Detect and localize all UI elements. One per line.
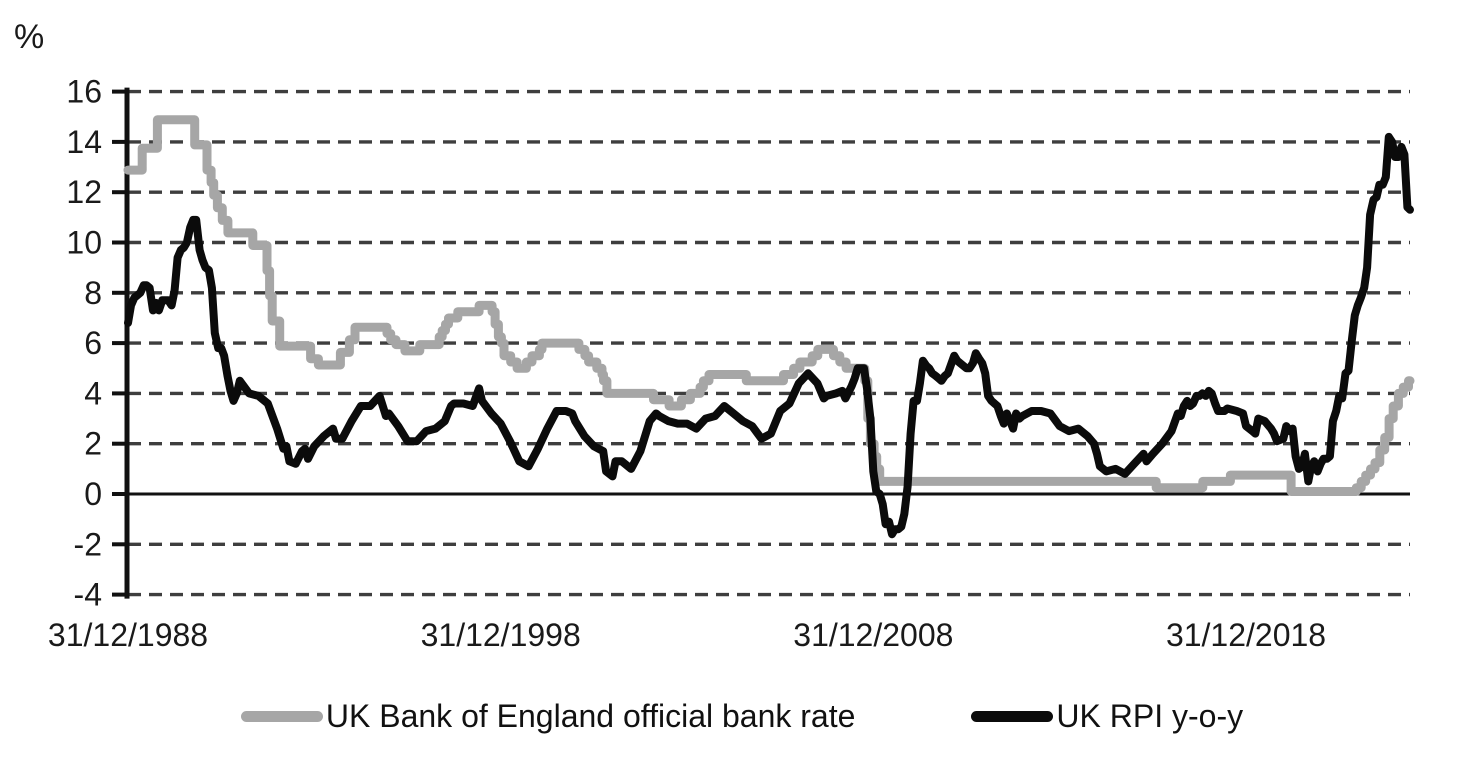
y-axis-label: 2	[84, 426, 102, 462]
x-axis-label: 31/12/2018	[1166, 617, 1326, 653]
y-axis-label: 6	[84, 325, 102, 361]
series-line-rpi	[124, 132, 1414, 539]
y-axis-label: -4	[74, 577, 102, 613]
legend: UK Bank of England official bank rate UK…	[0, 698, 1484, 735]
legend-swatch-rpi	[971, 711, 1054, 722]
y-axis-label: 16	[66, 74, 102, 110]
y-axis-label: 12	[66, 174, 102, 210]
y-axis-label: 4	[84, 375, 102, 411]
series-line-bank-rate	[123, 115, 1415, 496]
x-axis-label: 31/12/2008	[793, 617, 953, 653]
y-axis-label: 10	[66, 225, 102, 261]
legend-item-bank-rate: UK Bank of England official bank rate	[240, 698, 856, 735]
y-axis-unit-label: %	[14, 18, 45, 56]
y-axis-label: 0	[84, 476, 102, 512]
legend-label-bank-rate: UK Bank of England official bank rate	[325, 698, 856, 734]
y-axis-label: 14	[66, 124, 102, 160]
y-axis-label: 8	[84, 275, 102, 311]
legend-swatch-bank-rate	[240, 711, 323, 722]
y-axis-label: -2	[74, 526, 102, 562]
x-axis-label: 31/12/1998	[421, 617, 581, 653]
x-axis-label: 31/12/1988	[48, 617, 208, 653]
legend-item-rpi: UK RPI y-o-y	[971, 698, 1243, 735]
legend-label-rpi: UK RPI y-o-y	[1056, 698, 1244, 734]
